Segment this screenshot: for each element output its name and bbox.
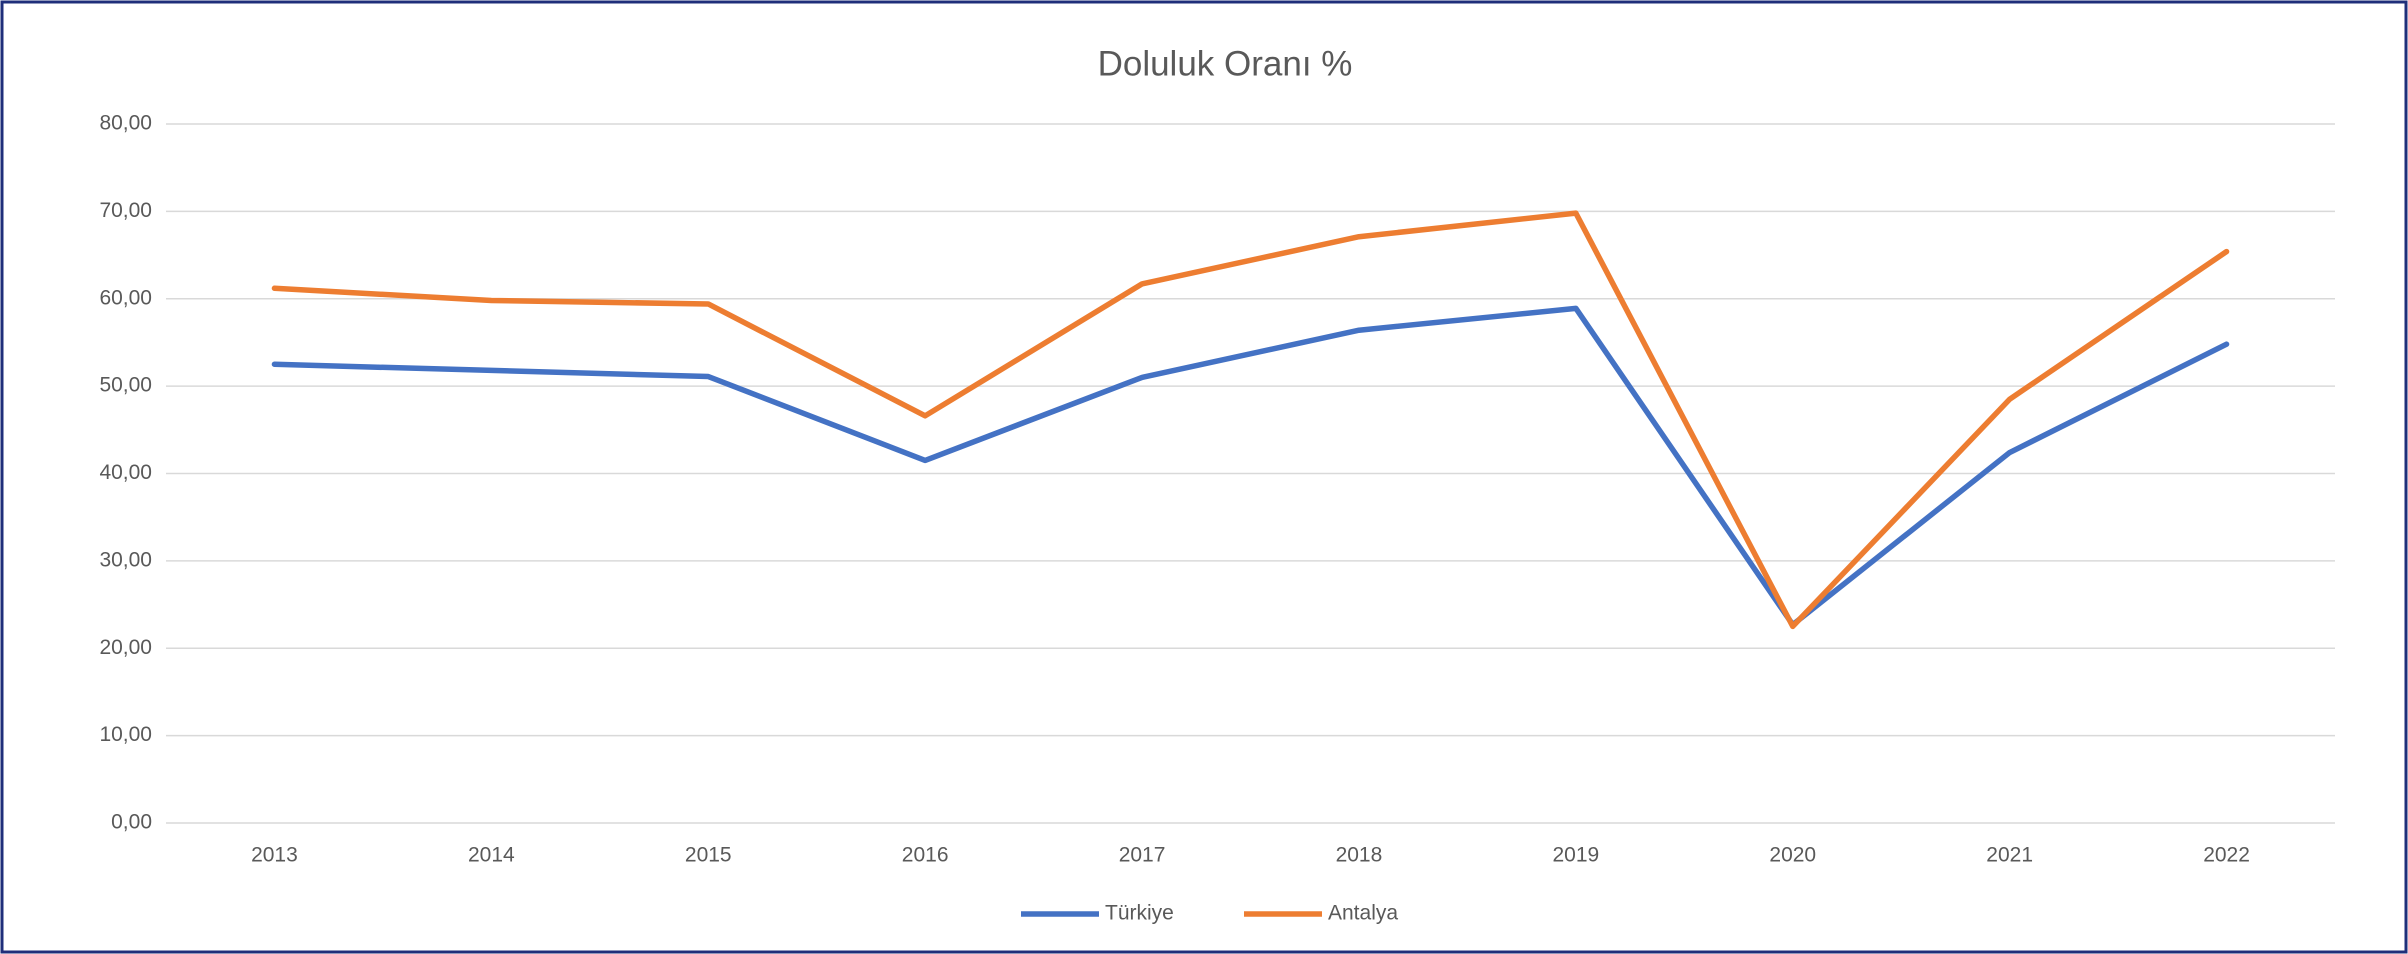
- y-tick-label: 50,00: [99, 374, 152, 397]
- x-tick-label: 2014: [468, 844, 515, 867]
- legend-label: Türkiye: [1105, 902, 1174, 925]
- x-tick-label: 2016: [902, 844, 949, 867]
- y-tick-label: 0,00: [111, 811, 152, 834]
- series-line: [271, 210, 2230, 630]
- chart-title: Doluluk Oranı %: [1098, 44, 1353, 83]
- y-tick-label: 70,00: [99, 199, 152, 222]
- y-tick-label: 60,00: [99, 286, 152, 309]
- x-tick-label: 2013: [251, 844, 298, 867]
- y-tick-label: 30,00: [99, 548, 152, 571]
- x-tick-label: 2018: [1336, 844, 1383, 867]
- y-tick-label: 40,00: [99, 461, 152, 484]
- x-tick-label: 2022: [2203, 844, 2250, 867]
- legend-label: Antalya: [1328, 902, 1398, 925]
- y-tick-label: 20,00: [99, 636, 152, 659]
- x-tick-label: 2019: [1552, 844, 1599, 867]
- series-line: [271, 305, 2230, 628]
- x-tick-label: 2021: [1986, 844, 2033, 867]
- x-tick-label: 2017: [1119, 844, 1166, 867]
- x-tick-label: 2020: [1769, 844, 1816, 867]
- y-tick-label: 80,00: [99, 112, 152, 135]
- y-tick-label: 10,00: [99, 723, 152, 746]
- x-tick-label: 2015: [685, 844, 732, 867]
